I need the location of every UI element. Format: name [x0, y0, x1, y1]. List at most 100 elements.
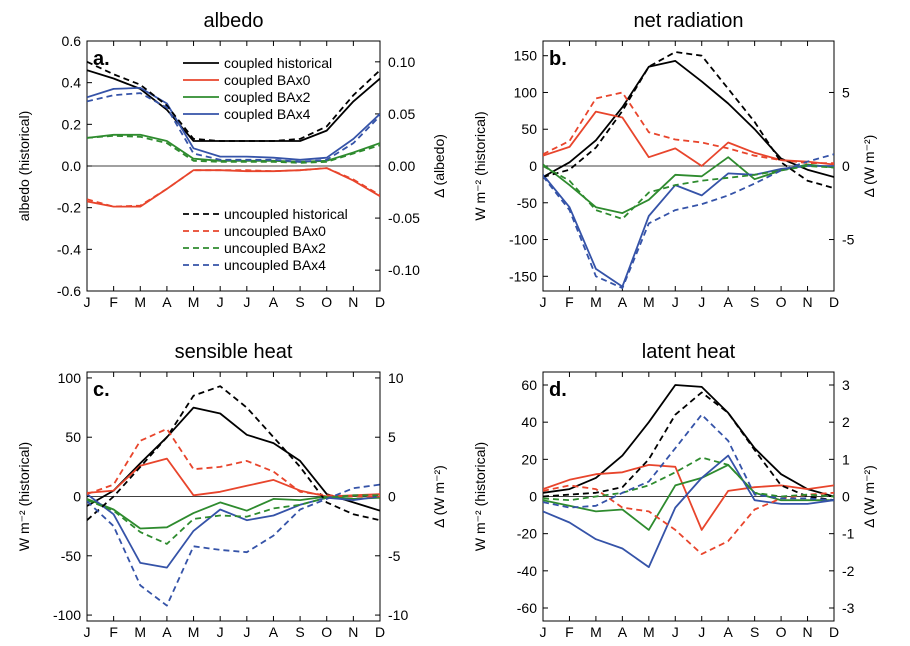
y-tick-label: -50 — [61, 548, 81, 564]
series-line-uncoupled-BAx2 — [87, 134, 380, 164]
panel-title: latent heat — [642, 341, 736, 363]
x-tick-label: F — [109, 294, 118, 310]
y2-tick-label: 0.05 — [388, 106, 415, 122]
panel-title: albedo — [203, 10, 263, 32]
x-tick-label: A — [618, 294, 628, 310]
x-tick-label: M — [188, 294, 200, 310]
y-tick-label: 50 — [65, 429, 81, 445]
x-tick-label: A — [724, 294, 734, 310]
y2-tick-label: 2 — [842, 414, 850, 430]
x-tick-label: A — [162, 294, 172, 310]
x-tick-label: A — [724, 624, 734, 640]
y-axis-label: W m⁻² (historical) — [472, 442, 488, 551]
series-line-uncoupled-BAx4 — [87, 483, 380, 607]
x-tick-label: S — [295, 624, 304, 640]
x-tick-label: M — [590, 294, 602, 310]
y-tick-label: -60 — [517, 600, 537, 616]
x-tick-label: O — [321, 624, 332, 640]
series-group — [87, 385, 380, 607]
x-tick-label: F — [565, 294, 574, 310]
y-tick-label: 40 — [521, 414, 537, 430]
series-group — [543, 384, 834, 568]
x-tick-label: J — [540, 624, 547, 640]
series-line-coupled-BAx0 — [87, 167, 380, 208]
y2-tick-label: -0.10 — [388, 262, 420, 278]
series-line-coupled-BAx2 — [543, 156, 834, 215]
y2-tick-label: 0.00 — [388, 158, 415, 174]
series-line-uncoupled-BAx4 — [543, 153, 834, 290]
series-line-coupled-BAx0 — [543, 110, 834, 167]
y-tick-label: 0.6 — [62, 33, 82, 49]
y-tick-label: -0.2 — [57, 200, 81, 216]
y-tick-label: -50 — [517, 195, 537, 211]
y-tick-label: 150 — [514, 48, 538, 64]
panel-b: J F M A M J J A S O N D-150-100-50050100150-505net … — [472, 10, 877, 310]
panel-label: a. — [93, 48, 110, 70]
y2-tick-label: 10 — [388, 370, 404, 386]
x-tick-label: D — [375, 294, 385, 310]
y-tick-label: 0.4 — [62, 75, 82, 91]
legend-label: uncoupled BAx0 — [224, 223, 326, 239]
x-tick-label: N — [348, 624, 358, 640]
y2-tick-label: 3 — [842, 377, 850, 393]
x-tick-label: A — [269, 294, 279, 310]
x-tick-label: S — [750, 294, 759, 310]
x-tick-label: A — [269, 624, 279, 640]
x-tick-label: A — [162, 624, 172, 640]
x-tick-label: M — [590, 624, 602, 640]
x-tick-label: J — [217, 294, 224, 310]
x-tick-label: D — [375, 624, 385, 640]
y2-tick-label: 1 — [842, 451, 850, 467]
x-tick-label: N — [348, 294, 358, 310]
x-tick-label: J — [84, 294, 91, 310]
panel-a: J F M A M J J A S O N D-0.6-0.4-0.20.00.20.40.6-0.1… — [16, 10, 447, 310]
x-tick-label: J — [698, 624, 705, 640]
y-tick-label: -40 — [517, 563, 537, 579]
y2-axis-label: Δ (albedo) — [431, 134, 447, 198]
y-tick-label: 0 — [73, 489, 81, 505]
y2-tick-label: -2 — [842, 563, 855, 579]
x-tick-label: F — [109, 624, 118, 640]
x-tick-label: J — [243, 624, 250, 640]
x-tick-label: S — [750, 624, 759, 640]
panel-label: c. — [93, 379, 110, 401]
series-line-uncoupled-BAx2 — [543, 456, 834, 502]
y-tick-label: 0.0 — [62, 158, 82, 174]
series-line-uncoupled-BAx0 — [87, 167, 380, 208]
x-tick-label: J — [243, 294, 250, 310]
x-tick-label: J — [217, 624, 224, 640]
x-tick-label: A — [618, 624, 628, 640]
series-line-coupled-BAx0 — [543, 463, 834, 531]
series-line-coupled-historical — [543, 60, 834, 178]
y-tick-label: 50 — [521, 121, 537, 137]
series-line-coupled-BAx2 — [87, 133, 380, 163]
x-tick-label: F — [565, 624, 574, 640]
y2-tick-label: -3 — [842, 600, 855, 616]
x-tick-label: M — [134, 294, 146, 310]
series-line-uncoupled-BAx2 — [87, 494, 380, 545]
x-tick-label: J — [698, 294, 705, 310]
panel-d: J F M A M J J A S O N D-60-40-200204060-3-2-10123la… — [472, 341, 877, 640]
legend-label: coupled historical — [224, 55, 332, 71]
series-line-uncoupled-BAx0 — [543, 484, 834, 555]
y-tick-label: -0.6 — [57, 283, 81, 299]
y-axis-label: W m⁻² (historical) — [472, 111, 488, 220]
y-tick-label: -20 — [517, 526, 537, 542]
y-tick-label: -100 — [53, 607, 81, 623]
y-tick-label: -100 — [509, 232, 537, 248]
y-tick-label: 100 — [58, 370, 82, 386]
y-tick-label: 0 — [529, 158, 537, 174]
x-tick-label: M — [643, 624, 655, 640]
x-tick-label: O — [776, 624, 787, 640]
series-line-uncoupled-BAx0 — [87, 427, 380, 498]
series-line-coupled-BAx4 — [543, 165, 834, 288]
y2-tick-label: 0 — [842, 489, 850, 505]
y-tick-label: 0 — [529, 489, 537, 505]
x-tick-label: O — [321, 294, 332, 310]
panel-c: J F M A M J J A S O N D-100-50050100-10-50510sensib… — [16, 341, 447, 640]
x-tick-label: J — [672, 294, 679, 310]
series-line-uncoupled-historical — [543, 51, 834, 189]
y2-tick-label: 0 — [388, 489, 396, 505]
x-tick-label: D — [829, 294, 839, 310]
